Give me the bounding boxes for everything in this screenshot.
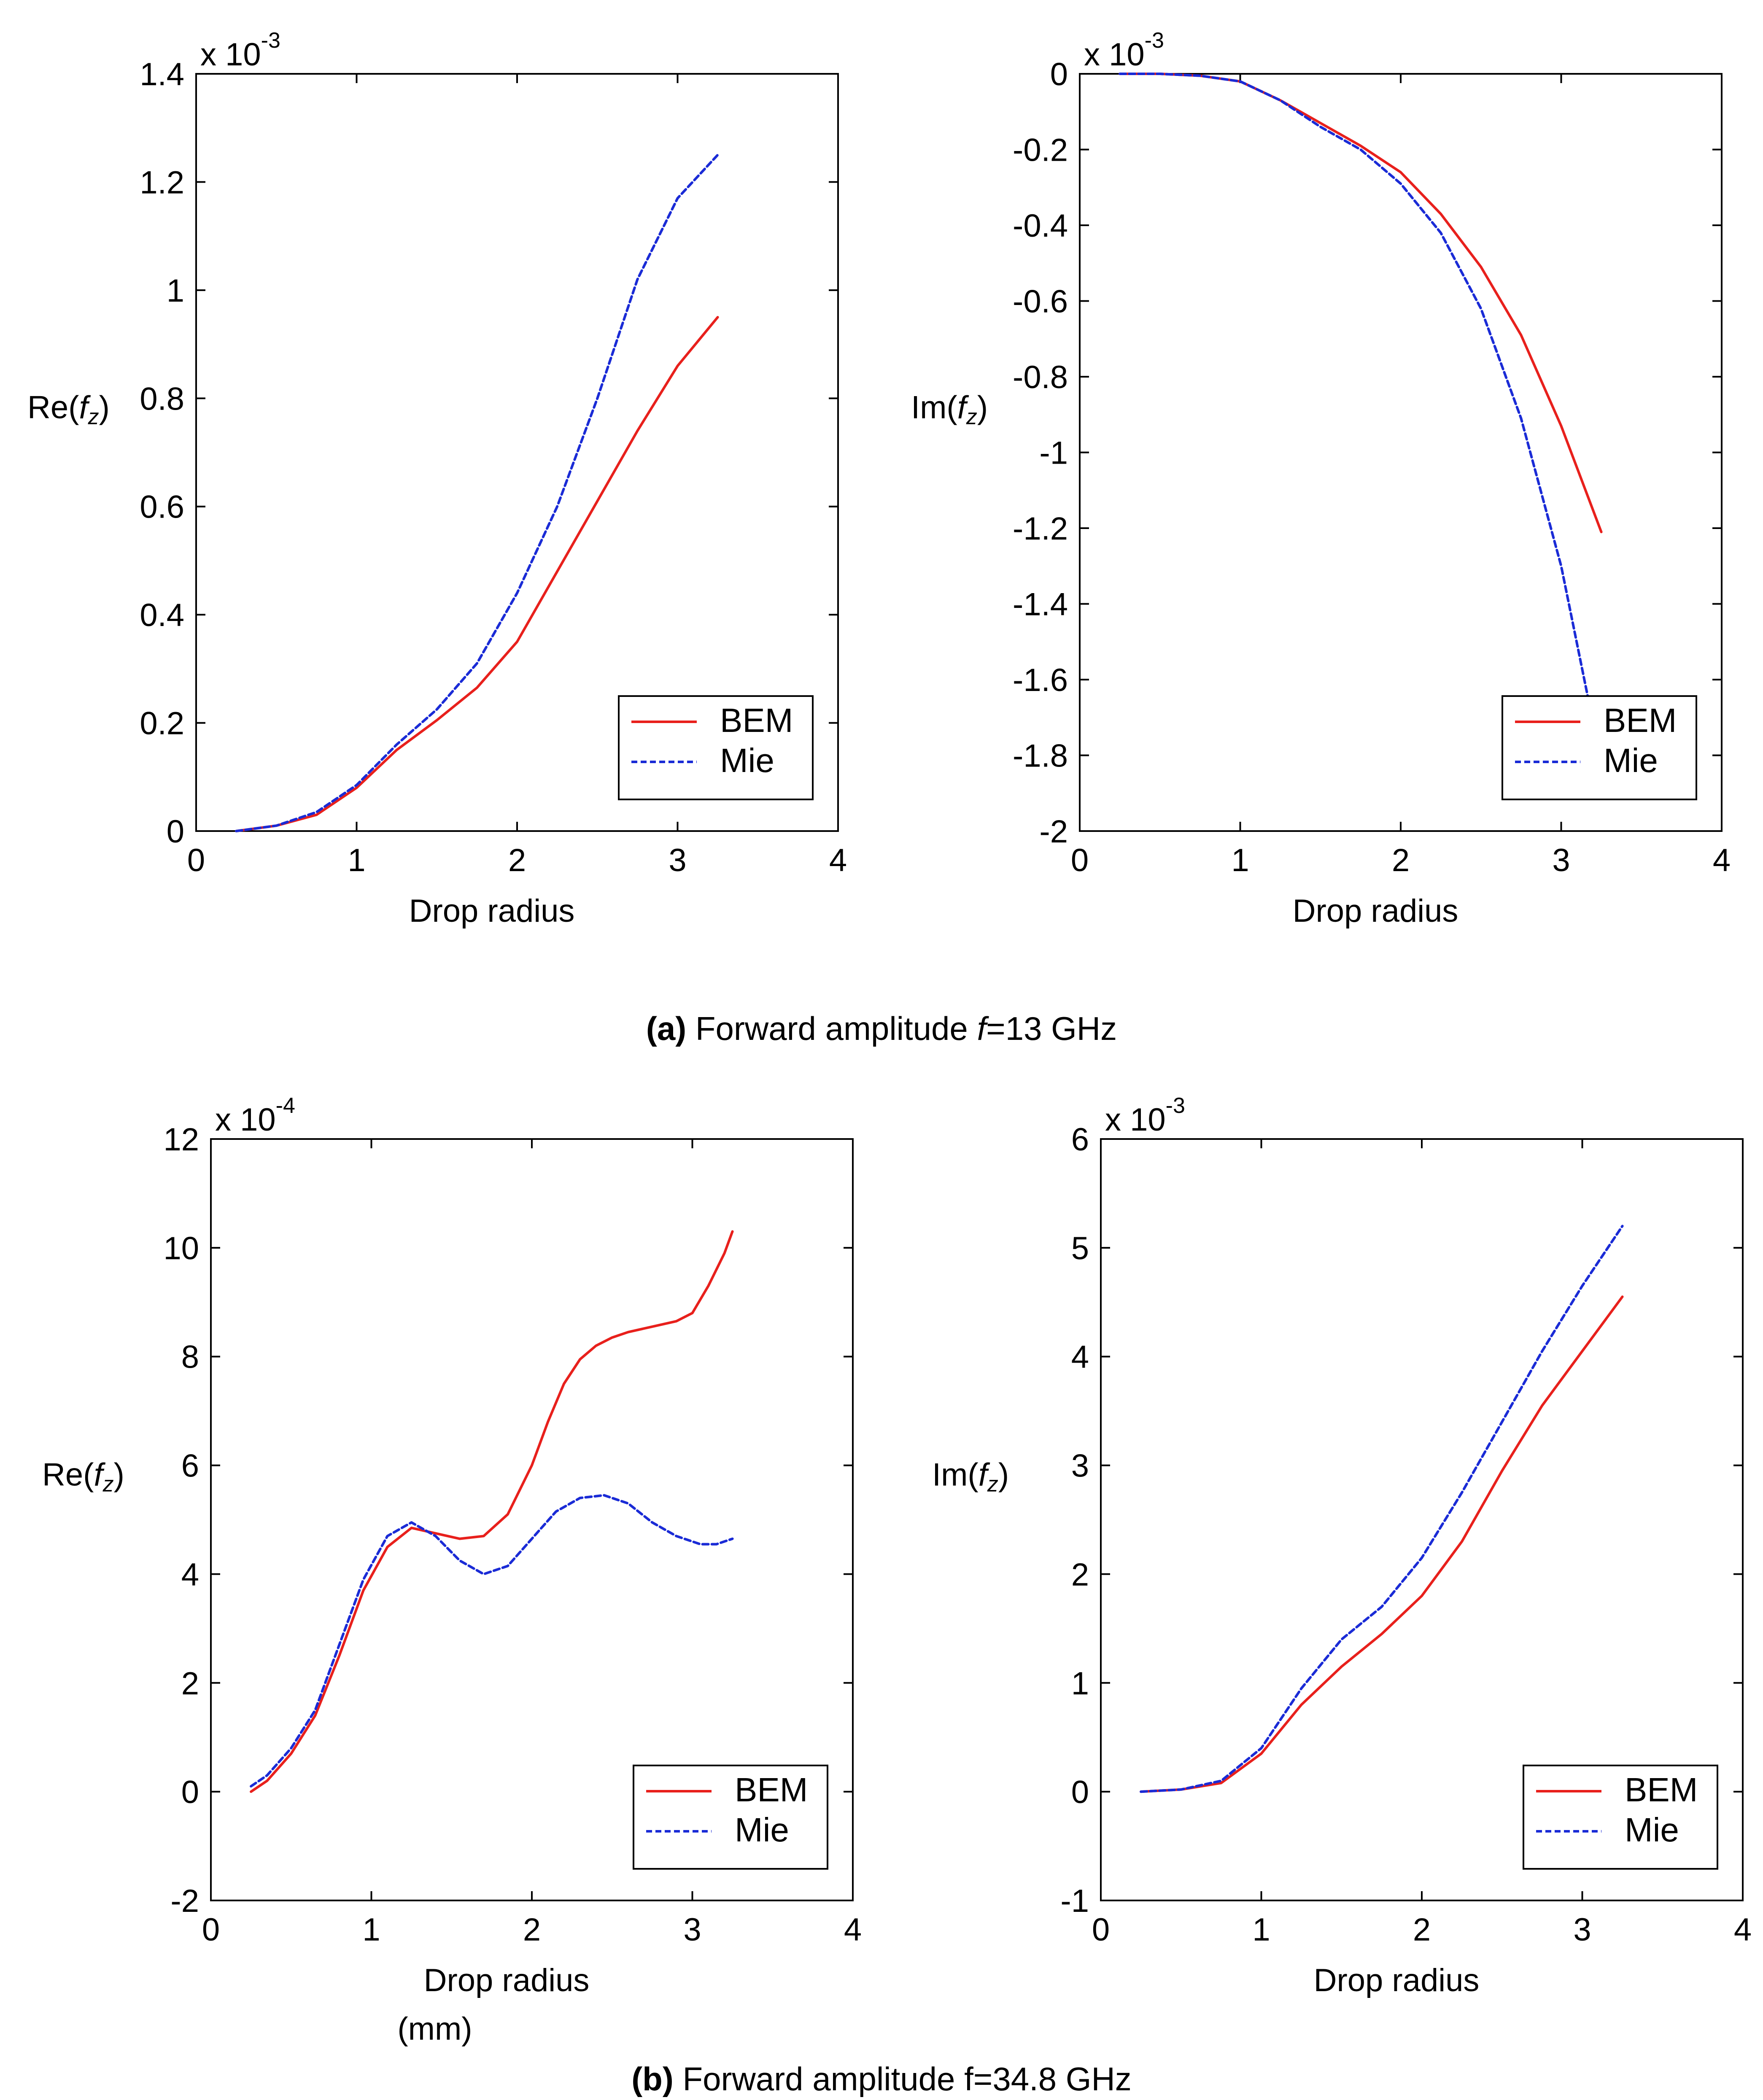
y-tick-label: 10 <box>163 1231 199 1266</box>
series-line-bem <box>250 1230 734 1793</box>
x-tick-label: 2 <box>1392 842 1410 878</box>
y-tick-label: -1.2 <box>1013 511 1068 547</box>
y-tick-label: 1 <box>1071 1665 1089 1701</box>
y-tick-label: 0 <box>181 1774 199 1810</box>
legend-label-bem: BEM <box>735 1771 808 1808</box>
x-tick-label: 4 <box>829 842 847 878</box>
y-tick-label: 0.8 <box>140 381 184 417</box>
chart-a-left: 0 1 2 3 4 0 0.2 0.4 0.6 0.8 1 1.2 1.4 x 10-3 Drop radi… <box>27 28 847 929</box>
x-tick-label: 2 <box>1413 1912 1431 1948</box>
x-axis-label: Drop radius <box>1314 1962 1480 1998</box>
exponent-label: x 10-3 <box>1105 1093 1185 1138</box>
x-tick-label: 2 <box>508 842 526 878</box>
y-tick-label: 2 <box>181 1665 199 1701</box>
y-tick-label: 3 <box>1071 1448 1089 1484</box>
legend-label-mie: Mie <box>1604 742 1658 779</box>
x-tick-label: 2 <box>523 1912 541 1948</box>
series-line-mie <box>250 1494 734 1788</box>
y-tick-label: -1.4 <box>1013 587 1068 623</box>
x-tick-label: 3 <box>669 842 686 878</box>
legend-label-mie: Mie <box>1625 1811 1679 1849</box>
y-tick-label: 5 <box>1071 1231 1089 1266</box>
y-tick-label: 6 <box>1071 1122 1089 1158</box>
series-line-bem <box>1140 1295 1624 1793</box>
y-tick-label: 2 <box>1071 1557 1089 1593</box>
legend-label-mie: Mie <box>720 742 774 779</box>
exponent-label: x 10-3 <box>200 28 280 73</box>
x-tick-label: 1 <box>1252 1912 1270 1948</box>
x-tick-label: 1 <box>1231 842 1249 878</box>
legend-box <box>1523 1765 1718 1870</box>
x-tick-label: 3 <box>1573 1912 1591 1948</box>
legend-box <box>1502 695 1697 800</box>
x-tick-label: 0 <box>1071 842 1089 878</box>
y-tick-label: 0.4 <box>140 597 184 633</box>
legend-label-bem: BEM <box>1625 1771 1698 1808</box>
series-line-mie <box>1140 1225 1624 1793</box>
y-tick-label: -1.6 <box>1013 662 1068 698</box>
y-tick-label: -0.6 <box>1013 284 1068 320</box>
y-tick-label: 1.4 <box>140 57 184 92</box>
y-tick-label: 1.2 <box>140 165 184 200</box>
y-tick-label: 0 <box>1071 1774 1089 1810</box>
legend-box <box>618 695 814 800</box>
x-tick-label: 3 <box>683 1912 701 1948</box>
y-tick-label: 0.6 <box>140 489 184 525</box>
x-tick-label: 0 <box>1092 1912 1110 1948</box>
x-axis-label: Drop radius <box>409 893 575 929</box>
legend-label-bem: BEM <box>1604 702 1677 739</box>
x-tick-label: 0 <box>187 842 205 878</box>
y-tick-label: 4 <box>181 1557 199 1593</box>
x-axis-unit: (mm) <box>397 2011 472 2047</box>
y-axis-label: Im(fz) <box>932 1457 1009 1496</box>
exponent-label: x 10-3 <box>1084 28 1164 73</box>
series-line-bem <box>235 316 719 832</box>
y-axis-label: Re(fz) <box>42 1457 124 1496</box>
series-line-mie <box>1119 73 1603 764</box>
x-tick-label: 0 <box>202 1912 220 1948</box>
chart-a-right: 0 1 2 3 4 -2 -1.8 -1.6 -1.4 -1.2 -1 -0.8 -0.6 -0.4 -0.… <box>911 28 1731 929</box>
x-tick-label: 1 <box>348 842 365 878</box>
y-tick-label: 8 <box>181 1339 199 1375</box>
y-tick-label: 12 <box>163 1122 199 1158</box>
y-tick-label: -1 <box>1060 1883 1089 1919</box>
y-tick-label: 6 <box>181 1448 199 1484</box>
x-tick-label: 4 <box>1734 1912 1752 1948</box>
caption-a: (a) Forward amplitude f=13 GHz <box>646 1010 1117 1047</box>
y-tick-label: -2 <box>1039 814 1068 850</box>
x-axis-label: Drop radius <box>424 1962 590 1998</box>
exponent-label: x 10-4 <box>215 1093 295 1138</box>
caption-b: (b) Forward amplitude f=34.8 GHz <box>631 2060 1132 2097</box>
y-tick-label: 0.2 <box>140 706 184 742</box>
y-axis-label: Re(fz) <box>27 390 110 429</box>
y-tick-label: -2 <box>170 1883 199 1919</box>
y-tick-label: 0 <box>1050 57 1068 92</box>
y-tick-label: -0.2 <box>1013 132 1068 168</box>
x-axis-label: Drop radius <box>1293 893 1458 929</box>
y-tick-label: -1 <box>1039 435 1068 471</box>
y-tick-label: 4 <box>1071 1339 1089 1375</box>
x-tick-label: 3 <box>1552 842 1570 878</box>
x-tick-label: 1 <box>362 1912 380 1948</box>
y-tick-label: -1.8 <box>1013 738 1068 774</box>
x-tick-label: 4 <box>844 1912 862 1948</box>
y-tick-label: 1 <box>167 273 184 309</box>
y-tick-label: 0 <box>167 814 184 850</box>
legend-box <box>633 1765 828 1870</box>
x-tick-label: 4 <box>1713 842 1731 878</box>
series-line-mie <box>235 154 719 832</box>
legend-label-mie: Mie <box>735 1811 789 1849</box>
y-tick-label: -0.8 <box>1013 359 1068 395</box>
y-tick-label: -0.4 <box>1013 208 1068 244</box>
legend-label-bem: BEM <box>720 702 793 739</box>
